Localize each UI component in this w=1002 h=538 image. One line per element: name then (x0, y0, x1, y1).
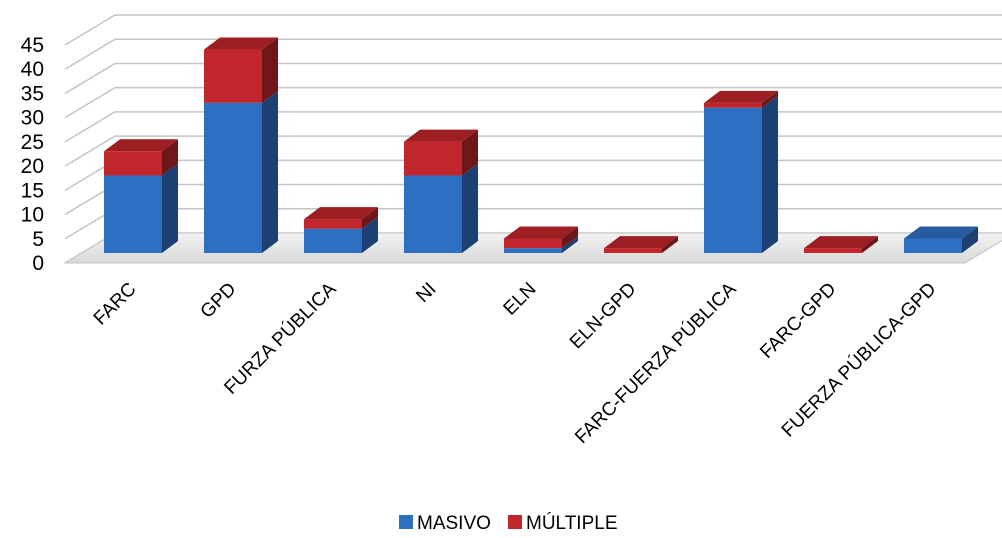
bar-stack-6 (704, 90, 778, 254)
bar-top-face (904, 226, 978, 239)
bar-side-face (262, 90, 278, 253)
bar-front-face (204, 49, 262, 103)
x-category-label: FARC-FUERZA PÚBLICA (570, 278, 740, 448)
legend-label: MASIVO (417, 513, 491, 534)
bar-múltiple-6 (704, 90, 778, 108)
bar-masivo-2 (304, 216, 378, 253)
bars (104, 37, 978, 254)
bar-top-face (404, 129, 478, 142)
legend-swatch (508, 515, 522, 529)
bar-top-face (604, 236, 678, 249)
y-tick-label: 45 (21, 34, 44, 57)
gridline-35 (64, 62, 1002, 95)
bar-side-face (162, 139, 178, 176)
x-category-label: FARC-GPD (756, 279, 840, 363)
bar-side-face (762, 95, 778, 254)
bar-masivo-3 (404, 163, 478, 253)
bar-front-face (404, 141, 462, 176)
bar-múltiple-2 (304, 207, 378, 229)
bar-front-face (904, 238, 962, 253)
bar-top-face (704, 90, 778, 103)
bar-masivo-8 (904, 226, 978, 253)
bar-múltiple-5 (604, 236, 678, 253)
x-category-label: ELN (500, 279, 541, 320)
bar-side-face (962, 226, 978, 253)
bar-side-face (262, 37, 278, 103)
x-category-label: FARC (90, 279, 141, 330)
bar-múltiple-7 (804, 236, 878, 253)
bar-side-face (362, 207, 378, 229)
y-tick-label: 0 (32, 252, 44, 275)
legend: MASIVO MÚLTIPLE (399, 512, 618, 534)
bar-masivo-4 (504, 236, 578, 253)
y-tick-label: 40 (21, 58, 44, 81)
bar-múltiple-1 (204, 37, 278, 103)
bar-top-face (504, 226, 578, 239)
bar-side-face (362, 216, 378, 253)
x-category-label: ELN-GPD (566, 279, 641, 354)
bar-side-face (462, 163, 478, 253)
bar-stack-2 (304, 207, 378, 253)
bar-front-face (304, 228, 362, 253)
bar-masivo-6 (704, 95, 778, 254)
bar-top-face (104, 139, 178, 152)
bar-side-face (762, 90, 778, 108)
bar-stack-4 (504, 226, 578, 253)
bar-front-face (604, 248, 662, 253)
bar-stack-0 (104, 139, 178, 253)
bar-front-face (704, 107, 762, 254)
bar-side-face (162, 163, 178, 253)
bar-stack-5 (604, 236, 678, 253)
gridline-45 (64, 14, 1002, 46)
y-tick-label: 35 (21, 82, 44, 105)
gridlines (64, 14, 1002, 264)
gridline-30 (64, 86, 1002, 119)
y-tick-label: 5 (32, 228, 44, 251)
y-tick-label: 30 (21, 107, 44, 130)
bar-side-face (862, 236, 878, 253)
legend-label: MÚLTIPLE (526, 512, 618, 534)
bar-masivo-1 (204, 90, 278, 253)
bar-top-face (304, 207, 378, 220)
bar-front-face (104, 151, 162, 176)
bar-side-face (562, 226, 578, 249)
bar-múltiple-0 (104, 139, 178, 176)
bar-front-face (804, 248, 862, 253)
bar-side-face (462, 129, 478, 176)
bar-stack-3 (404, 129, 478, 253)
bar-front-face (104, 175, 162, 253)
y-tick-label: 15 (21, 179, 44, 202)
y-tick-label: 10 (21, 204, 44, 227)
bar-front-face (504, 248, 562, 253)
bar-front-face (304, 219, 362, 229)
bar-top-face (804, 236, 878, 249)
bar-front-face (504, 238, 562, 249)
bar-múltiple-3 (404, 129, 478, 176)
bar-masivo-0 (104, 163, 178, 253)
bar-top-face (204, 37, 278, 50)
x-category-label: GPD (197, 279, 241, 323)
bar-stack-1 (204, 37, 278, 253)
x-category-label: NI (412, 279, 440, 307)
bar-stack-7 (804, 236, 878, 253)
bar-front-face (204, 102, 262, 253)
bar-stack-8 (904, 226, 978, 253)
bar-front-face (704, 102, 762, 108)
legend-item-0: MASIVO (399, 513, 491, 534)
legend-item-1: MÚLTIPLE (508, 512, 618, 534)
y-tick-label: 25 (21, 131, 44, 154)
y-tick-label: 20 (21, 155, 44, 178)
bar-side-face (662, 236, 678, 253)
legend-swatch (399, 515, 413, 529)
bar-side-face (562, 236, 578, 253)
bar-front-face (404, 175, 462, 253)
gridline-40 (64, 38, 1002, 70)
bar-múltiple-4 (504, 226, 578, 249)
